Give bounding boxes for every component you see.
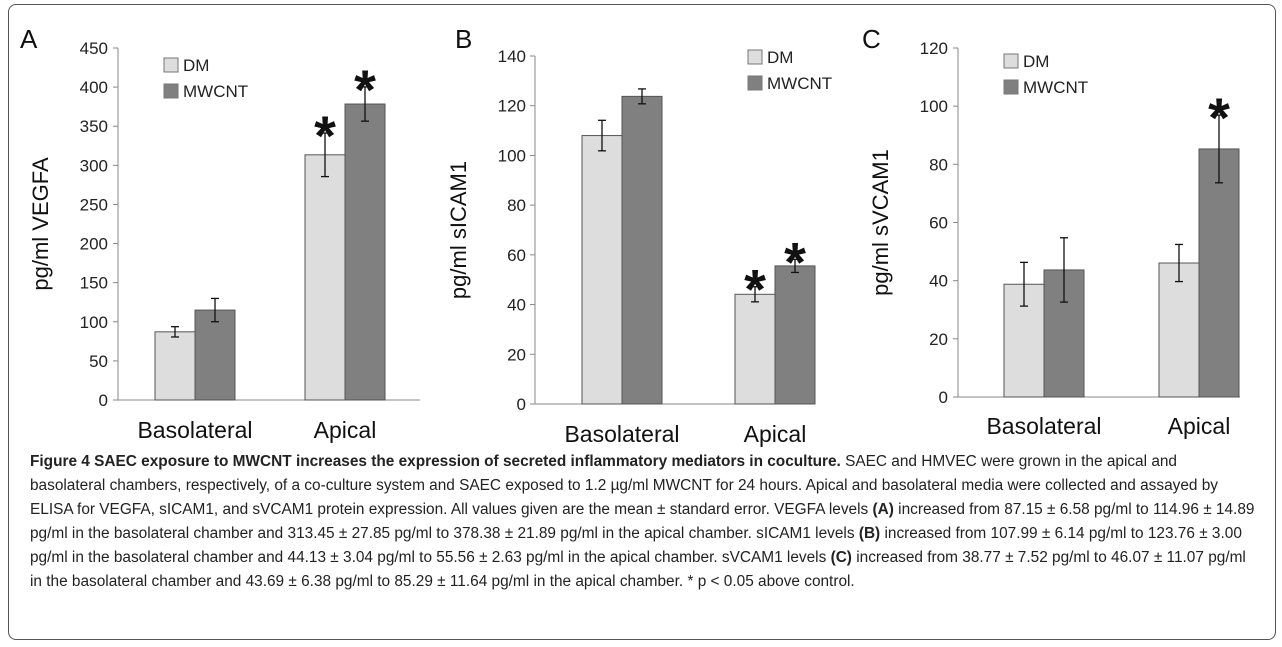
legend-label-mwcnt: MWCNT (183, 82, 248, 101)
y-tick-label: 120 (498, 97, 526, 116)
y-tick-label: 50 (89, 352, 108, 371)
bar-mwcnt-basolateral (194, 309, 236, 401)
x-category-label: Apical (744, 421, 807, 447)
y-tick-label: 0 (939, 388, 948, 407)
legend-swatch-dm (747, 49, 763, 65)
caption-panel-ref: (C) (830, 549, 852, 566)
bar-mwcnt-apical (344, 103, 386, 401)
y-tick-label: 150 (80, 274, 108, 293)
y-axis-label: pg/ml sICAM1 (446, 161, 471, 299)
caption-panel-ref: (B) (858, 525, 881, 542)
legend-label-dm: DM (767, 48, 793, 67)
y-tick-label: 80 (929, 155, 948, 174)
significance-star: * (744, 258, 766, 321)
chart-panel-a: Apg/ml VEGFA 0 50 100 150 200 250 300 350 400 450 B… (20, 24, 420, 443)
y-tick-label: 0 (99, 391, 108, 410)
y-tick-label: 40 (929, 272, 948, 291)
y-tick-label: 100 (80, 313, 108, 332)
y-tick-label: 140 (498, 47, 526, 66)
significance-star: * (784, 230, 806, 293)
y-tick-label: 200 (80, 235, 108, 254)
chart-panel-c: Cpg/ml sVCAM1 0 20 40 60 80 100 120 Basolateral *… (862, 24, 1240, 439)
bar-dm-apical (1158, 262, 1200, 398)
bar-dm-basolateral (154, 331, 196, 401)
x-category-label: Basolateral (564, 421, 679, 447)
caption-title: Figure 4 SAEC exposure to MWCNT increase… (30, 453, 841, 470)
caption-text: increased from 87.15 ± 6.58 pg/ml to 114… (30, 501, 1255, 542)
y-tick-label: 0 (517, 395, 526, 414)
figure-charts: Apg/ml VEGFA050100150200250300350400450B… (20, 24, 1240, 447)
legend-label-mwcnt: MWCNT (767, 74, 832, 93)
y-axis-label: pg/ml sVCAM1 (868, 149, 893, 296)
significance-star: * (354, 58, 376, 121)
caption-text: increased from 107.99 ± 6.14 pg/ml to 12… (30, 525, 1242, 566)
caption-text: SAEC and HMVEC were grown in the apical … (30, 453, 1218, 518)
figure-frame (8, 4, 1276, 640)
caption-panel-ref: (A) (872, 501, 894, 518)
y-tick-label: 60 (507, 246, 526, 265)
panel-label: A (20, 24, 38, 54)
legend-swatch-mwcnt (747, 75, 763, 91)
y-tick-label: 100 (920, 97, 948, 116)
bar-dm-basolateral (581, 135, 623, 405)
legend-swatch-dm (163, 57, 179, 73)
legend-label-mwcnt: MWCNT (1023, 78, 1088, 97)
significance-star: * (1208, 86, 1230, 149)
figure-caption: Figure 4 SAEC exposure to MWCNT increase… (30, 450, 1255, 594)
bar-mwcnt-basolateral (621, 95, 663, 405)
legend-swatch-mwcnt (163, 83, 179, 99)
legend-label-dm: DM (183, 56, 209, 75)
caption-text: increased from 38.77 ± 7.52 pg/ml to 46.… (30, 549, 1246, 590)
y-tick-label: 60 (929, 214, 948, 233)
y-tick-label: 20 (929, 330, 948, 349)
chart-panel-b: Bpg/ml sICAM1 0 20 40 60 80 100 120 140 Basolater… (446, 24, 832, 447)
panel-label: B (455, 24, 472, 54)
x-category-label: Basolateral (986, 413, 1101, 439)
y-tick-label: 300 (80, 156, 108, 175)
x-category-label: Apical (314, 417, 377, 443)
y-tick-label: 450 (80, 39, 108, 58)
panel-label: C (862, 24, 881, 54)
legend-label-dm: DM (1023, 52, 1049, 71)
y-tick-label: 250 (80, 195, 108, 214)
y-tick-label: 400 (80, 78, 108, 97)
y-tick-label: 40 (507, 296, 526, 315)
y-tick-label: 100 (498, 146, 526, 165)
bar-dm-apical (304, 154, 346, 401)
y-tick-label: 20 (507, 345, 526, 364)
y-axis-label: pg/ml VEGFA (28, 157, 53, 291)
legend-swatch-dm (1003, 53, 1019, 69)
bar-mwcnt-apical (1198, 148, 1240, 398)
bar-mwcnt-apical (774, 265, 816, 405)
significance-star: * (314, 104, 336, 167)
y-tick-label: 120 (920, 39, 948, 58)
y-tick-label: 350 (80, 117, 108, 136)
y-tick-label: 80 (507, 196, 526, 215)
x-category-label: Basolateral (137, 417, 252, 443)
legend-swatch-mwcnt (1003, 79, 1019, 95)
x-category-label: Apical (1168, 413, 1231, 439)
